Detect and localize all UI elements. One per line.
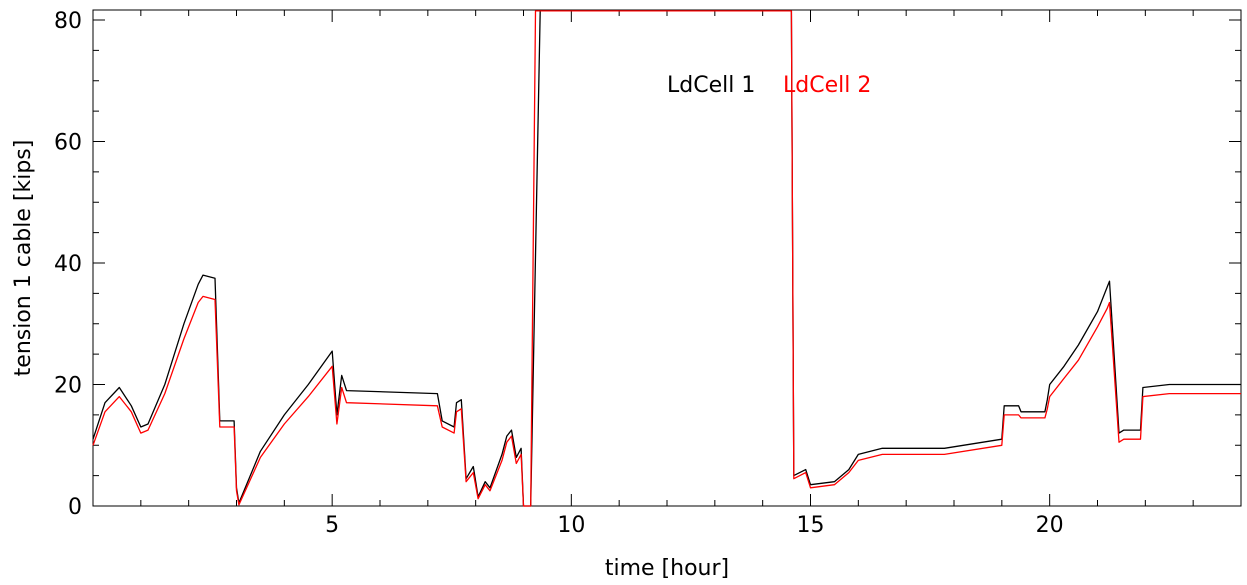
series-line-ldcell-2 xyxy=(92,10,1241,507)
legend-label-ldcell-2: LdCell 2 xyxy=(783,73,871,98)
x-axis-label: time [hour] xyxy=(605,556,729,581)
tick-labels: 5 10 15 20 0 20 40 60 80 xyxy=(54,9,1064,538)
x-tick-label-20: 20 xyxy=(1036,513,1064,538)
x-tick-label-10: 10 xyxy=(557,513,585,538)
x-tick-label-15: 15 xyxy=(797,513,825,538)
y-tick-label-60: 60 xyxy=(54,131,82,156)
y-tick-label-40: 40 xyxy=(54,252,82,277)
series-lines xyxy=(92,10,1241,507)
y-tick-label-80: 80 xyxy=(54,9,82,34)
y-axis-label: tension 1 cable [kips] xyxy=(11,140,36,377)
y-tick-label-0: 0 xyxy=(68,495,82,520)
legend-label-ldcell-1: LdCell 1 xyxy=(667,73,755,98)
x-tick-label-5: 5 xyxy=(325,513,339,538)
y-tick-label-20: 20 xyxy=(54,374,82,399)
legend: LdCell 1 LdCell 2 xyxy=(667,73,871,98)
